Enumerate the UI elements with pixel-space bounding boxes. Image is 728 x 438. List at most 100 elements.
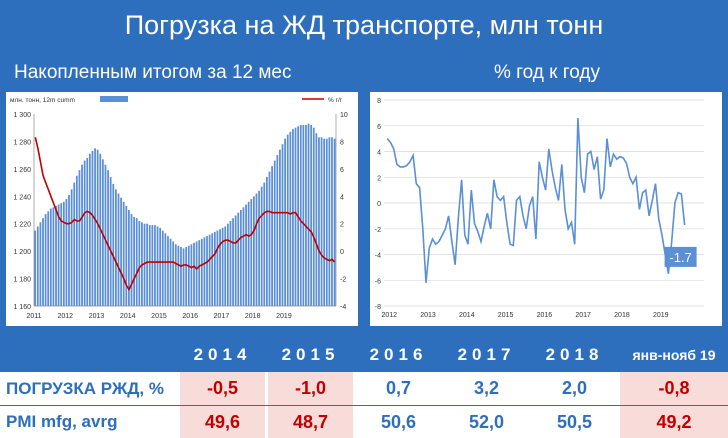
x-tick-label: 2019 — [276, 313, 292, 320]
bar — [211, 233, 214, 306]
y-tick-label: 1 260 — [13, 167, 31, 174]
bar — [164, 233, 167, 306]
legend-bar-swatch — [100, 96, 128, 102]
yoy-chart: -8 -6 -4 -2 0 2 4 6 8 2012 2013 2014 2015 2016 2017 201… — [370, 92, 722, 326]
bar — [73, 182, 76, 306]
bar — [180, 247, 182, 306]
bar — [52, 207, 55, 306]
header-year: 2014 — [193, 344, 252, 364]
bar — [279, 149, 281, 306]
bar — [219, 229, 221, 306]
x-tick-label: 2019 — [653, 312, 669, 319]
legend-bar-label: млн. тонн, 12m cumm — [10, 97, 75, 104]
y-tick-label: 6 — [377, 124, 381, 131]
bar — [148, 225, 151, 306]
bar — [224, 226, 227, 306]
bar — [331, 137, 333, 306]
bar — [185, 247, 188, 306]
bar — [109, 177, 112, 306]
bar — [198, 240, 201, 306]
y2-tick-label: -4 — [340, 304, 346, 311]
bar — [172, 241, 175, 306]
y2-tick-label: 2 — [340, 222, 344, 229]
bar — [44, 214, 47, 306]
x-tick-label: 2015 — [151, 313, 167, 320]
bar — [83, 160, 86, 306]
last-value-label: -1.7 — [669, 250, 691, 265]
table-cell: 50,5 — [556, 411, 593, 432]
table-cell: 50,6 — [380, 411, 417, 432]
table-cell: 49,6 — [180, 406, 265, 438]
bar — [68, 194, 70, 306]
bar — [242, 207, 245, 306]
x-tick-label: 2013 — [89, 313, 105, 320]
bar — [182, 248, 185, 306]
bar — [91, 151, 94, 306]
bar — [169, 238, 172, 306]
bar — [94, 148, 96, 306]
bar — [310, 125, 313, 306]
y2-tick-label: 10 — [340, 112, 348, 119]
bar — [328, 137, 331, 306]
x-tick-label: 2012 — [381, 312, 397, 319]
bar — [174, 244, 177, 306]
bar — [133, 216, 135, 306]
x-tick-label: 2013 — [420, 312, 436, 319]
bar — [159, 227, 162, 306]
bar — [255, 193, 258, 306]
y-tick-label: 1 200 — [13, 249, 31, 256]
header-year: 2015 — [281, 344, 340, 364]
bar — [234, 215, 237, 306]
bar — [216, 230, 219, 306]
right-chart-subtitle: % год к году — [493, 62, 601, 83]
bar — [36, 226, 39, 306]
x-tick-label: 2016 — [182, 313, 198, 320]
bar — [55, 205, 57, 306]
bar — [229, 221, 232, 306]
bar — [333, 138, 336, 306]
y-tick-label: 1 160 — [13, 304, 31, 311]
header-period: янв-нояб 19 — [632, 346, 716, 363]
bar — [271, 166, 273, 306]
bar — [177, 245, 180, 306]
bar — [289, 131, 292, 306]
bar — [286, 134, 289, 306]
bar — [237, 212, 240, 306]
y-tick-label: -8 — [375, 304, 381, 311]
x-tick-label: 2017 — [214, 313, 230, 320]
bar — [161, 230, 164, 306]
page-title: Погрузка на ЖД транспорте, млн тонн — [124, 10, 604, 40]
y-tick-label: 1 300 — [13, 112, 31, 119]
table-cell: 3,2 — [473, 378, 500, 398]
x-tick-label: 2011 — [26, 313, 41, 320]
bar — [88, 153, 91, 306]
bar — [135, 218, 138, 306]
bar — [307, 123, 310, 306]
bar — [206, 236, 208, 306]
table-cell: 52,0 — [468, 411, 505, 432]
x-tick-label: 2018 — [614, 312, 630, 319]
row-label: PMI mfg, avrg — [6, 412, 118, 431]
bar — [292, 129, 294, 306]
bar — [120, 197, 122, 306]
bar — [57, 204, 60, 306]
bar — [247, 201, 250, 306]
y-tick-label: 4 — [377, 150, 381, 157]
table-cell: 0,7 — [385, 378, 412, 398]
bar — [281, 144, 284, 306]
bar — [239, 210, 242, 306]
y-tick-label: 8 — [377, 98, 381, 105]
bar — [213, 231, 216, 306]
bar — [107, 170, 109, 306]
bar — [78, 170, 81, 306]
bar — [151, 225, 154, 306]
table-cell: 48,7 — [268, 406, 353, 438]
bar — [252, 196, 255, 306]
x-tick-label: 2014 — [120, 313, 136, 320]
legend-line-label: % г/г — [328, 97, 343, 104]
bar — [221, 227, 224, 306]
x-tick-label: 2017 — [575, 312, 591, 319]
bar — [266, 177, 268, 306]
bar — [294, 127, 297, 306]
bar — [232, 218, 234, 306]
